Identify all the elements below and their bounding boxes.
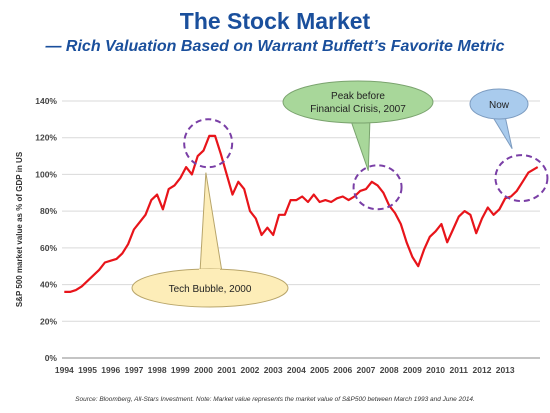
y-axis-label: S&P 500 market value as % of GDP in US — [15, 151, 24, 307]
x-tick-label: 2008 — [380, 365, 399, 375]
now-callout — [469, 88, 529, 120]
y-tick-label: 120% — [35, 133, 57, 143]
x-tick-label: 2003 — [264, 365, 283, 375]
x-tick-label: 2002 — [240, 365, 259, 375]
series-line — [64, 134, 539, 293]
x-tick-label: 2012 — [473, 365, 492, 375]
peak-callout-text-line2: Financial Crisis, 2007 — [310, 104, 406, 115]
source-note: Source: Bloomberg, All-Stars Investment.… — [75, 396, 475, 403]
x-tick-label: 2011 — [450, 365, 469, 375]
x-tick-label: 2009 — [403, 365, 422, 375]
x-tick-label: 1997 — [124, 365, 143, 375]
x-tick-label: 1999 — [171, 365, 190, 375]
peak-callout-text-line1: Peak before — [331, 91, 385, 102]
y-tick-label: 60% — [40, 243, 57, 253]
highlight-circle-2007 — [352, 164, 403, 211]
x-tick-label: 2006 — [333, 365, 352, 375]
tech-bubble-callout-text: Tech Bubble, 2000 — [169, 284, 252, 295]
x-tick-label: 1994 — [55, 365, 74, 375]
peak-callout-joint — [349, 116, 371, 120]
peak-callout-pointer — [349, 117, 371, 171]
x-tick-label: 2013 — [496, 365, 515, 375]
x-tick-label: 1996 — [101, 365, 120, 375]
highlight-circle-2000 — [183, 118, 234, 169]
y-tick-label: 40% — [40, 280, 57, 290]
x-tick-label: 2007 — [357, 365, 376, 375]
y-tick-label: 80% — [40, 206, 57, 216]
tech-bubble-callout-pointer — [199, 172, 223, 273]
y-tick-label: 100% — [35, 169, 57, 179]
chart-title: The Stock Market — [179, 8, 371, 34]
x-tick-label: 2000 — [194, 365, 213, 375]
peak-callout — [282, 80, 434, 124]
x-tick-label: 2004 — [287, 365, 306, 375]
y-tick-label: 140% — [35, 96, 57, 106]
highlight-circle-now — [494, 154, 549, 203]
now-callout-joint — [491, 111, 505, 115]
x-tick-label: 1995 — [78, 365, 97, 375]
tech-bubble-callout-joint — [199, 269, 220, 273]
x-tick-label: 2010 — [426, 365, 445, 375]
x-tick-label: 2001 — [217, 365, 236, 375]
y-tick-label: 0% — [45, 353, 58, 363]
now-callout-text: Now — [489, 100, 510, 111]
x-tick-label: 1998 — [148, 365, 167, 375]
chart-subtitle: — Rich Valuation Based on Warrant Buffet… — [45, 38, 505, 55]
x-tick-label: 2005 — [310, 365, 329, 375]
y-tick-label: 20% — [40, 316, 57, 326]
